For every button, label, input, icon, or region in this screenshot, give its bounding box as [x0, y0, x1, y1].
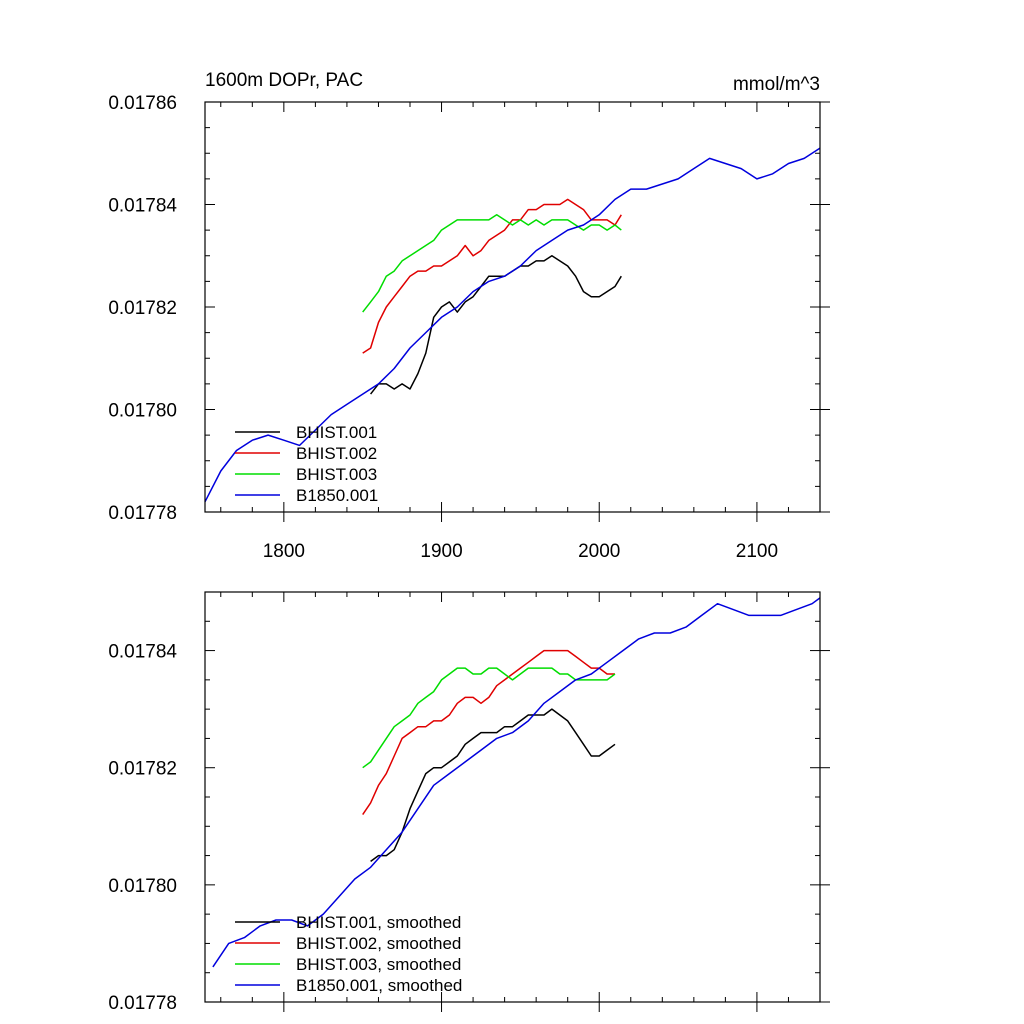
- series-line-b1850-001: [204, 147, 821, 503]
- bottom-panel: 0.01778 0.01780 0.01782 0.01784 BHIST.001, …: [108, 591, 830, 1014]
- bottom-axes: 0.01778 0.01780 0.01782 0.01784: [108, 591, 830, 1014]
- y-tick-label: 0.01786: [108, 93, 177, 114]
- legend-label: B1850.001: [296, 486, 378, 505]
- x-tick-label: 1900: [420, 541, 462, 562]
- bottom-plot-frame: [204, 591, 821, 1003]
- series-line-bhist-002: [362, 649, 615, 816]
- top-series-lines: [204, 147, 821, 503]
- legend-label: BHIST.003: [296, 465, 377, 484]
- legend-label: BHIST.002: [296, 444, 377, 463]
- top-plot-frame: [204, 101, 821, 513]
- top-legend: BHIST.001 BHIST.002 BHIST.003 B1850.001: [235, 423, 378, 505]
- bottom-series-lines: [212, 597, 821, 968]
- top-axes: 1800 1900 2000 2100 0.01778 0.01780 0.01782 0.0…: [108, 93, 830, 562]
- y-tick-label: 0.01784: [108, 196, 177, 217]
- x-tick-label: 2100: [736, 541, 778, 562]
- legend-label: BHIST.002, smoothed: [296, 934, 461, 953]
- y-tick-label: 0.01782: [108, 759, 177, 780]
- legend-label: BHIST.001: [296, 423, 377, 442]
- top-panel: 1600m DOPr, PAC mmol/m^3 1800 1900 2000 210…: [108, 70, 830, 562]
- legend-label: BHIST.001, smoothed: [296, 913, 461, 932]
- y-tick-label: 0.01784: [108, 642, 177, 663]
- y-tick-label: 0.01782: [108, 298, 177, 319]
- x-tick-label: 1800: [263, 541, 305, 562]
- x-tick-label: 2000: [578, 541, 620, 562]
- chart-title: 1600m DOPr, PAC: [205, 70, 363, 91]
- series-line-bhist-003: [362, 214, 622, 313]
- legend-label: BHIST.003, smoothed: [296, 955, 461, 974]
- y-tick-label: 0.01780: [108, 876, 177, 897]
- y-tick-label: 0.01778: [108, 503, 177, 524]
- series-line-bhist-001: [370, 708, 616, 863]
- units-label: mmol/m^3: [733, 74, 820, 95]
- legend-label: B1850.001, smoothed: [296, 976, 462, 995]
- series-line-bhist-001: [370, 255, 622, 395]
- series-line-b1850-001: [212, 597, 821, 968]
- bottom-legend: BHIST.001, smoothed BHIST.002, smoothed BH…: [235, 913, 462, 995]
- y-tick-label: 0.01778: [108, 993, 177, 1014]
- series-line-bhist-003: [362, 667, 616, 769]
- series-line-bhist-002: [362, 198, 622, 354]
- y-tick-label: 0.01780: [108, 401, 177, 422]
